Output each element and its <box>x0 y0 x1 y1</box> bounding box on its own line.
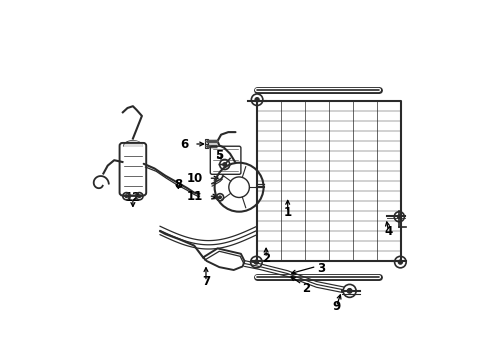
Text: 12: 12 <box>124 191 141 204</box>
Circle shape <box>223 163 226 166</box>
Text: 10: 10 <box>186 172 203 185</box>
Circle shape <box>346 289 351 293</box>
Text: 9: 9 <box>331 300 340 313</box>
Text: 6: 6 <box>180 138 188 150</box>
Text: 2: 2 <box>262 252 269 265</box>
Text: 4: 4 <box>384 225 392 238</box>
Circle shape <box>138 195 141 197</box>
Text: 5: 5 <box>215 149 223 162</box>
Bar <box>204 139 208 144</box>
Text: 7: 7 <box>202 275 210 288</box>
Text: 11: 11 <box>186 190 203 203</box>
Text: 1: 1 <box>283 206 291 219</box>
Circle shape <box>397 215 400 219</box>
Circle shape <box>125 195 127 197</box>
Circle shape <box>255 98 259 102</box>
Circle shape <box>398 260 402 264</box>
Text: 8: 8 <box>173 178 182 191</box>
Bar <box>204 144 208 148</box>
Text: 3: 3 <box>316 262 324 275</box>
Circle shape <box>254 260 258 264</box>
Text: 2: 2 <box>302 282 310 294</box>
Circle shape <box>218 196 221 199</box>
